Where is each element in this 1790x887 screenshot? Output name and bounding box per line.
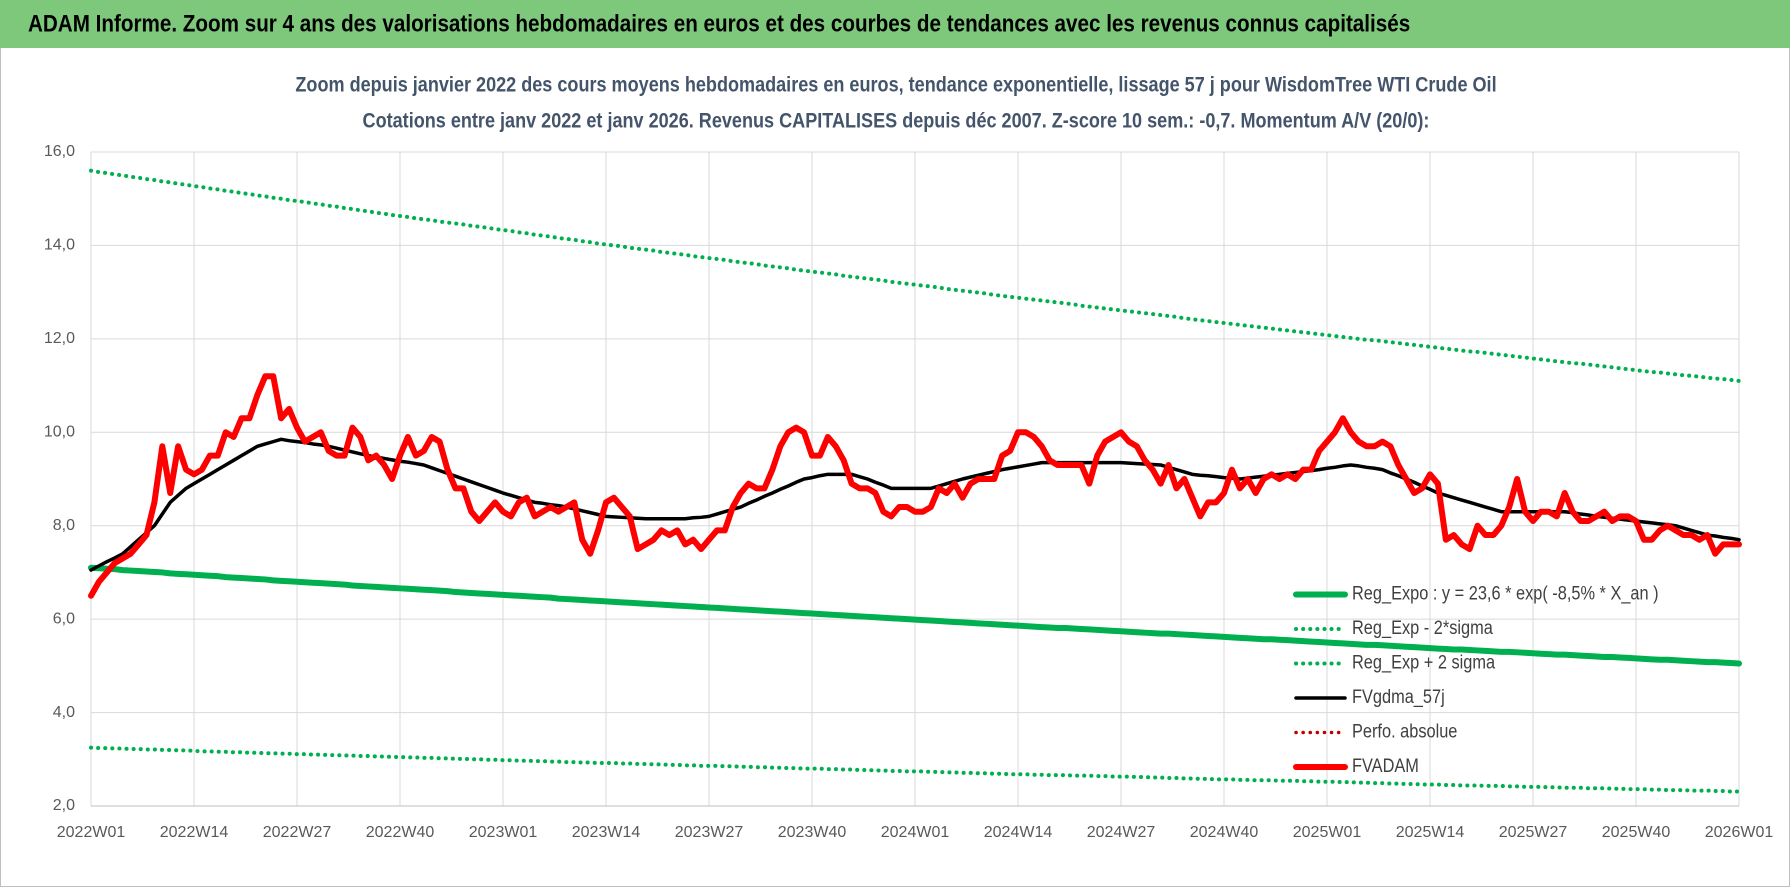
x-tick-label: 2025W01	[1293, 824, 1362, 841]
chart-subtitle: Cotations entre janv 2022 et janv 2026. …	[363, 110, 1430, 133]
x-tick-label: 2023W14	[572, 824, 641, 841]
y-tick-label: 16,0	[44, 143, 75, 160]
legend-label: FVgdma_57j	[1352, 687, 1445, 708]
x-tick-label: 2022W14	[160, 824, 229, 841]
header-title: ADAM Informe. Zoom sur 4 ans des valoris…	[28, 10, 1410, 37]
legend-label: Perfo. absolue	[1352, 722, 1457, 743]
y-tick-label: 14,0	[44, 237, 75, 254]
x-tick-label: 2025W27	[1499, 824, 1568, 841]
y-tick-label: 10,0	[44, 424, 75, 441]
x-tick-label: 2023W27	[675, 824, 744, 841]
series-line	[88, 373, 1742, 599]
x-tick-label: 2023W01	[469, 824, 538, 841]
x-tick-label: 2024W40	[1190, 824, 1259, 841]
y-tick-label: 4,0	[53, 704, 75, 721]
series-line	[89, 168, 1741, 383]
y-tick-label: 12,0	[44, 330, 75, 347]
y-tick-label: 2,0	[53, 797, 75, 814]
series-line	[88, 564, 1742, 667]
x-tick-label: 2026W01	[1705, 824, 1774, 841]
x-tick-label: 2024W14	[984, 824, 1053, 841]
legend-label: Reg_Expo : y = 23,6 * exp( -8,5% * X_an …	[1352, 584, 1659, 605]
legend-label: Reg_Exp + 2 sigma	[1352, 653, 1495, 674]
x-tick-label: 2025W40	[1602, 824, 1671, 841]
y-tick-label: 6,0	[53, 610, 75, 627]
x-tick-label: 2024W01	[881, 824, 950, 841]
x-tick-label: 2022W01	[57, 824, 126, 841]
legend-label: FVADAM	[1352, 756, 1419, 777]
x-tick-label: 2022W27	[263, 824, 332, 841]
x-tick-label: 2023W40	[778, 824, 847, 841]
x-tick-label: 2024W27	[1087, 824, 1156, 841]
header-band	[0, 0, 1790, 48]
x-tick-label: 2022W40	[366, 824, 435, 841]
series-line	[89, 745, 1741, 794]
y-tick-label: 8,0	[53, 517, 75, 534]
x-tick-label: 2025W14	[1396, 824, 1465, 841]
chart-title: Zoom depuis janvier 2022 des cours moyen…	[295, 74, 1496, 97]
legend-label: Reg_Exp - 2*sigma	[1352, 618, 1493, 639]
